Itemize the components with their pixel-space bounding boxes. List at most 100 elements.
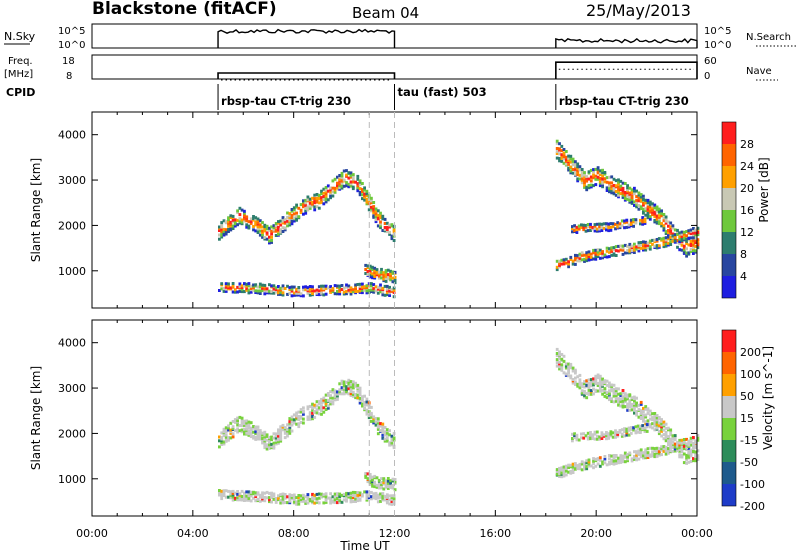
range-cell (577, 438, 581, 442)
range-cell (370, 196, 373, 200)
range-cell (383, 293, 387, 297)
range-cell (653, 206, 657, 210)
range-cell (385, 436, 389, 440)
range-cell (365, 412, 369, 416)
range-cell (381, 496, 385, 500)
range-cell (612, 388, 616, 391)
range-cell (338, 492, 342, 496)
range-cell (603, 387, 607, 391)
range-cell (603, 388, 607, 392)
range-cell (345, 290, 348, 293)
range-cell (682, 447, 686, 451)
range-cell (277, 288, 280, 292)
range-cell (592, 248, 595, 252)
range-cell (249, 220, 253, 223)
range-cell (635, 413, 638, 417)
range-cell (621, 391, 625, 395)
range-cell (380, 276, 383, 280)
range-cell (315, 492, 319, 496)
range-cell (575, 436, 579, 440)
range-cell (578, 380, 582, 384)
range-cell (589, 431, 592, 434)
range-cell (356, 289, 360, 293)
range-cell (621, 395, 625, 399)
range-cell (592, 176, 595, 180)
range-cell (639, 452, 643, 456)
range-cell (600, 222, 604, 226)
range-cell (381, 217, 385, 221)
range-cell (390, 443, 394, 447)
range-cell (358, 190, 362, 194)
range-cell (685, 251, 688, 255)
range-cell (642, 211, 645, 215)
range-cell (692, 243, 695, 247)
range-cell (685, 461, 688, 465)
range-cell (608, 186, 611, 190)
range-cell (261, 433, 264, 437)
range-cell (256, 229, 260, 233)
range-cell (311, 285, 314, 289)
range-cell (603, 457, 607, 461)
range-cell (657, 432, 661, 436)
range-cell (617, 187, 620, 191)
range-cell (270, 494, 273, 498)
range-cell (227, 219, 230, 223)
range-cell (385, 221, 389, 225)
range-cell (231, 224, 235, 228)
range-cell (564, 366, 568, 370)
range-cell (374, 423, 378, 427)
range-cell (354, 491, 357, 494)
range-cell (603, 180, 607, 184)
range-cell (608, 181, 611, 185)
range-cell (372, 201, 376, 204)
range-cell (336, 289, 339, 293)
range-cell (389, 278, 392, 282)
range-cell (577, 227, 581, 231)
range-cell (662, 226, 666, 230)
range-cell (320, 200, 323, 204)
range-cell (621, 405, 625, 409)
range-cell (379, 226, 382, 230)
range-cell (283, 221, 287, 225)
range-cell (578, 256, 582, 260)
range-cell (254, 229, 258, 233)
range-cell (274, 436, 278, 440)
range-cell (610, 383, 614, 387)
range-cell (358, 287, 362, 290)
range-cell (605, 437, 608, 441)
range-cell (254, 216, 258, 220)
range-cell (662, 238, 666, 242)
range-cell (626, 184, 629, 188)
range-cell (375, 268, 379, 272)
range-cell (243, 211, 246, 215)
range-cell (365, 192, 369, 196)
range-cell (390, 502, 394, 506)
range-cell (279, 439, 283, 443)
range-cell (555, 352, 559, 355)
range-cell (292, 208, 296, 212)
range-cell (342, 392, 346, 396)
range-cell (338, 174, 342, 177)
range-cell (227, 230, 230, 233)
range-cell (263, 292, 267, 296)
range-cell (379, 220, 382, 224)
range-cell (626, 455, 629, 459)
range-cell (365, 289, 369, 293)
range-cell (274, 498, 278, 502)
range-cell (626, 404, 629, 408)
range-cell (333, 394, 337, 398)
range-cell (304, 499, 308, 503)
range-cell (286, 434, 289, 438)
range-cell (621, 244, 625, 248)
range-cell (302, 212, 305, 216)
range-cell (245, 223, 249, 227)
range-cell (571, 163, 575, 167)
range-cell (220, 235, 224, 239)
range-cell (358, 182, 362, 186)
range-cell (623, 243, 627, 247)
range-cell (277, 434, 280, 438)
range-cell (653, 422, 657, 426)
range-cell (361, 288, 364, 292)
range-cell (351, 290, 355, 294)
range-cell (220, 225, 224, 229)
